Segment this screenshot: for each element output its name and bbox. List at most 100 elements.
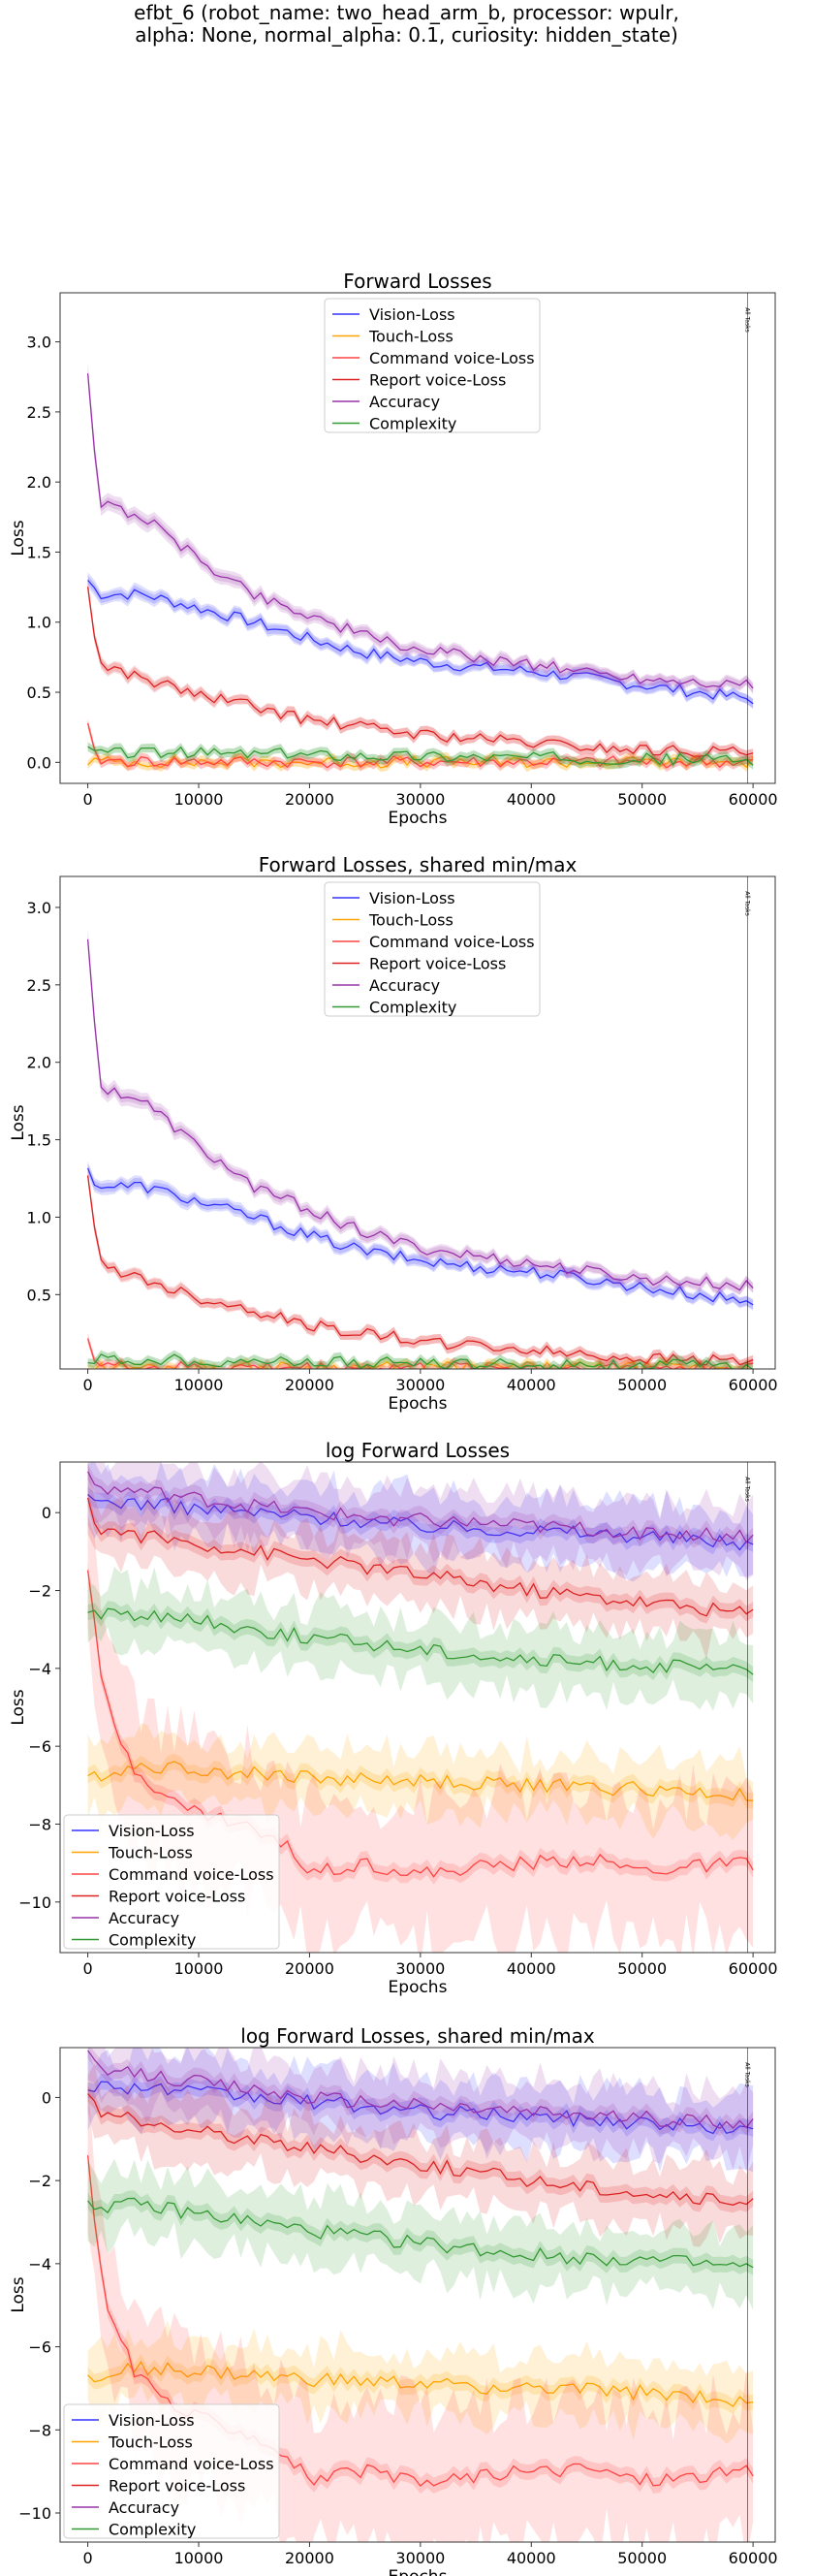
x-tick-label: 20000 bbox=[285, 790, 334, 809]
legend: Vision-Loss Touch-Loss Command voice-Loss R… bbox=[63, 2403, 280, 2539]
y-axis-label: Loss bbox=[9, 1104, 28, 1140]
x-tick-label: 30000 bbox=[395, 790, 445, 809]
x-tick-label: 40000 bbox=[507, 1376, 556, 1394]
x-tick-label: 50000 bbox=[617, 790, 667, 809]
legend: Vision-Loss Touch-Loss Command voice-Loss R… bbox=[63, 1814, 280, 1950]
legend-entry: Vision-Loss bbox=[369, 305, 455, 324]
legend-entry: Accuracy bbox=[369, 976, 440, 995]
task-boundary-label: All Tasks bbox=[743, 1477, 750, 1501]
x-tick-label: 40000 bbox=[507, 790, 556, 809]
y-tick-label: 2.5 bbox=[27, 976, 51, 995]
legend-entry: Report voice-Loss bbox=[369, 955, 506, 973]
series-line-accuracy bbox=[86, 373, 754, 689]
series-line-accuracy bbox=[86, 938, 754, 1291]
y-tick-label: −6 bbox=[28, 1737, 51, 1756]
series-line-touch-loss bbox=[87, 2360, 754, 2407]
legend-entry: Complexity bbox=[369, 415, 456, 433]
figure-title: efbt_6 (robot_name: two_head_arm_b, proc… bbox=[134, 1, 679, 47]
inner-band-touch-loss bbox=[87, 2354, 754, 2415]
series-line-complexity bbox=[87, 1353, 754, 1369]
series-line-accuracy bbox=[87, 2050, 754, 2130]
x-tick-label: 0 bbox=[83, 790, 93, 809]
series-line-report-voice-loss bbox=[86, 1175, 754, 1366]
x-tick-label: 50000 bbox=[617, 2549, 667, 2567]
legend-entry: Accuracy bbox=[369, 393, 440, 411]
band-touch-loss bbox=[87, 1723, 754, 1841]
x-tick-label: 30000 bbox=[395, 1959, 445, 1978]
x-tick-label: 0 bbox=[83, 1376, 93, 1394]
x-tick-label: 60000 bbox=[729, 1959, 778, 1978]
legend-entry: Complexity bbox=[369, 999, 456, 1017]
task-boundary-label: All Tasks bbox=[743, 2062, 750, 2086]
x-tick-label: 30000 bbox=[395, 1376, 445, 1394]
x-tick-label: 10000 bbox=[174, 1376, 224, 1394]
x-tick-label: 40000 bbox=[507, 1959, 556, 1978]
inner-band-report-voice-loss bbox=[87, 1490, 754, 1624]
legend-entry: Command voice-Loss bbox=[109, 1865, 274, 1884]
panel-title: Forward Losses, shared min/max bbox=[259, 853, 578, 876]
band-command-voice-loss bbox=[87, 1332, 754, 1369]
legend-entry: Report voice-Loss bbox=[369, 371, 506, 390]
band-report-voice-loss bbox=[87, 2063, 754, 2247]
series-line-complexity bbox=[87, 2197, 754, 2269]
x-tick-label: 60000 bbox=[729, 1376, 778, 1394]
series-line-complexity bbox=[87, 1607, 754, 1675]
band-report-voice-loss bbox=[87, 1462, 754, 1661]
y-tick-label: 1.0 bbox=[27, 614, 51, 632]
x-tick-label: 40000 bbox=[507, 2549, 556, 2567]
legend-entry: Vision-Loss bbox=[109, 2411, 195, 2430]
chart-panel-4: All Tasks 0 10000 20000 30000 40000 50000 60000… bbox=[9, 2024, 778, 2576]
y-tick-label: 3.0 bbox=[27, 334, 51, 352]
plot-area bbox=[86, 362, 754, 773]
series-line-command-voice-loss bbox=[86, 1570, 754, 1878]
series-line-complexity bbox=[87, 746, 754, 766]
legend-entry: Complexity bbox=[109, 1931, 196, 1950]
band-accuracy bbox=[87, 2048, 754, 2173]
legend-entry: Command voice-Loss bbox=[369, 933, 535, 951]
y-tick-label: 0.5 bbox=[27, 1286, 51, 1304]
x-axis-label: Epochs bbox=[389, 809, 448, 828]
legend-entry: Touch-Loss bbox=[108, 1844, 193, 1862]
inner-band-accuracy bbox=[87, 1463, 754, 1550]
y-tick-label: 0 bbox=[42, 2088, 51, 2107]
inner-band-vision-loss bbox=[87, 1486, 754, 1558]
series-line-report-voice-loss bbox=[87, 2093, 754, 2206]
series-line-touch-loss bbox=[87, 1360, 737, 1369]
legend-entry: Report voice-Loss bbox=[109, 2477, 245, 2496]
y-tick-label: −4 bbox=[28, 2255, 51, 2274]
y-tick-label: 1.5 bbox=[27, 1131, 51, 1150]
y-tick-label: 0 bbox=[42, 1504, 51, 1522]
legend-entry: Touch-Loss bbox=[368, 911, 453, 930]
x-tick-label: 60000 bbox=[729, 2549, 778, 2567]
plot-area bbox=[86, 928, 754, 1369]
x-axis-label: Epochs bbox=[389, 1978, 448, 1997]
inner-band-accuracy bbox=[87, 2048, 754, 2137]
legend-entry: Command voice-Loss bbox=[369, 349, 535, 367]
band-vision-loss bbox=[87, 1462, 754, 1582]
y-tick-label: 1.0 bbox=[27, 1208, 51, 1226]
y-tick-label: −10 bbox=[18, 1893, 51, 1912]
legend-entry: Complexity bbox=[109, 2521, 196, 2539]
chart-panel-2: All Tasks 0 10000 20000 30000 40000 50000 60000… bbox=[9, 853, 778, 1414]
y-tick-label: 3.0 bbox=[27, 899, 51, 917]
band-vision-loss bbox=[87, 2048, 754, 2173]
legend-entry: Accuracy bbox=[109, 2498, 179, 2517]
x-tick-label: 50000 bbox=[617, 1376, 667, 1394]
axes-frame bbox=[59, 292, 776, 784]
legend-entry: Touch-Loss bbox=[368, 328, 453, 346]
legend-entry: Report voice-Loss bbox=[109, 1888, 245, 1906]
inner-band-vision-loss bbox=[87, 1163, 754, 1310]
y-tick-label: −6 bbox=[28, 2338, 51, 2357]
y-tick-label: 0.0 bbox=[27, 753, 51, 772]
x-tick-label: 50000 bbox=[617, 1959, 667, 1978]
legend-entry: Command voice-Loss bbox=[109, 2455, 274, 2473]
y-tick-label: −8 bbox=[28, 2421, 51, 2439]
y-tick-label: −10 bbox=[18, 2504, 51, 2523]
x-tick-label: 60000 bbox=[729, 790, 778, 809]
x-tick-label: 20000 bbox=[285, 2549, 334, 2567]
inner-band-complexity bbox=[87, 742, 754, 770]
panel-title: Forward Losses bbox=[343, 270, 491, 293]
x-tick-label: 20000 bbox=[285, 1959, 334, 1978]
inner-band-vision-loss bbox=[87, 2074, 754, 2142]
